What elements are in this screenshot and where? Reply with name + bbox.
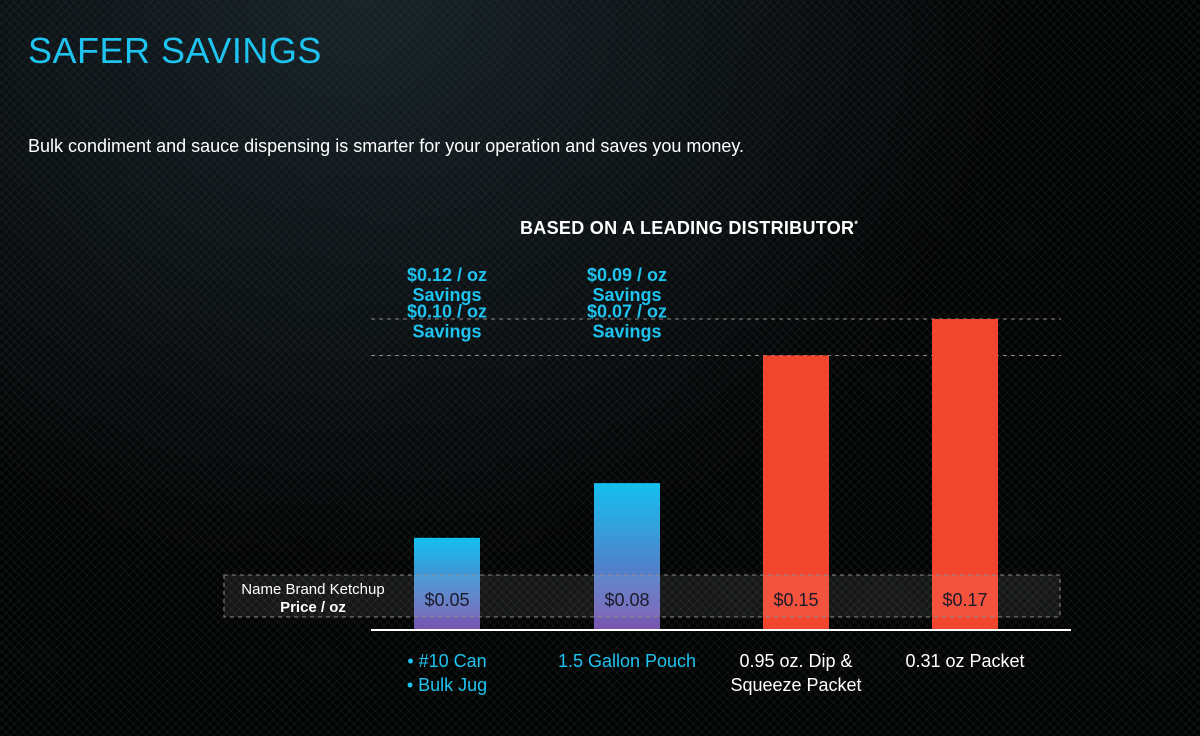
category-label-2-line-0: 0.95 oz. Dip & — [739, 651, 852, 671]
chart-title-text: BASED ON A LEADING DISTRIBUTOR — [520, 218, 855, 238]
bar-2 — [763, 355, 829, 629]
category-label-0-line-0: • #10 Can — [407, 651, 486, 671]
bar-1 — [594, 483, 660, 629]
price-band-sublabel: Price / oz — [280, 599, 346, 616]
category-label-3-line-0: 0.31 oz Packet — [905, 651, 1024, 671]
value-label-1: $0.08 — [604, 590, 649, 610]
category-label-1-line-0: 1.5 Gallon Pouch — [558, 651, 696, 671]
savings-annotation-0-line-1: Savings — [412, 285, 481, 305]
savings-annotation-1-line-1: Savings — [592, 285, 661, 305]
price-band-label: Name Brand Ketchup — [241, 581, 384, 598]
category-label-2-line-1: Squeeze Packet — [730, 675, 861, 695]
savings-annotation-2-line-0: $0.10 / oz — [407, 301, 487, 321]
price-band — [223, 574, 1061, 618]
savings-annotation-1-line-0: $0.09 / oz — [587, 265, 667, 285]
category-label-0-line-1: • Bulk Jug — [407, 675, 487, 695]
bar-3 — [932, 319, 998, 629]
savings-annotation-0-line-0: $0.12 / oz — [407, 265, 487, 285]
savings-annotation-3-line-0: $0.07 / oz — [587, 301, 667, 321]
savings-annotation-2-line-1: Savings — [412, 321, 481, 341]
chart-title-footnote-mark: * — [854, 219, 859, 229]
savings-annotation-3-line-1: Savings — [592, 321, 661, 341]
value-label-0: $0.05 — [424, 590, 469, 610]
page-subtitle: Bulk condiment and sauce dispensing is s… — [28, 136, 745, 156]
value-label-2: $0.15 — [773, 590, 818, 610]
page-title: SAFER SAVINGS — [28, 30, 322, 71]
value-label-3: $0.17 — [942, 590, 987, 610]
bar-0 — [414, 537, 480, 629]
chart-title: BASED ON A LEADING DISTRIBUTOR* — [520, 218, 940, 239]
